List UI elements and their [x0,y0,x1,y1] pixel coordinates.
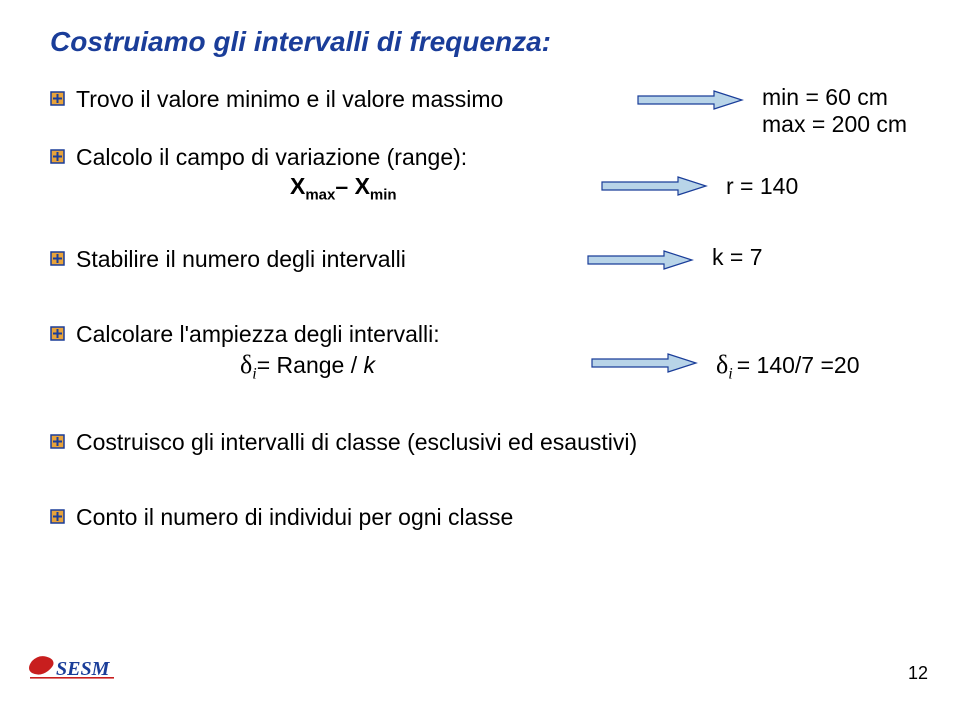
range-label: Calcolo il campo di variazione (range): [76,142,467,173]
ampiezza-delta: δ [240,350,252,379]
ampiezza-res-rest: = 140/7 =20 [737,352,860,378]
bullet-icon [50,91,66,112]
arrow-icon [586,250,696,270]
page-number: 12 [908,663,928,684]
row-range-label: Calcolo il campo di variazione (range): [50,142,920,173]
range-formula: Xmax– Xmin [290,173,580,204]
ampiezza-k: k [364,352,376,378]
range-sub2: min [370,187,397,204]
bullet-icon [50,434,66,455]
ampiezza-label: Calcolare l'ampiezza degli intervalli: [76,319,440,350]
logo-text: SESM [56,658,111,680]
row-costruisco: Costruisco gli intervalli di classe (esc… [50,427,920,458]
ampiezza-eq: = Range / [257,352,364,378]
arrow-icon [600,176,710,196]
row-conto: Conto il numero di individui per ogni cl… [50,502,920,533]
stabilire-result: k = 7 [712,244,763,271]
ampiezza-formula: δi= Range / k [240,350,570,384]
bullet-icon [50,509,66,530]
costruisco: Costruisco gli intervalli di classe (esc… [76,427,637,458]
row-ampiezza-formula: δi= Range / k δi = 140/7 =20 [50,350,920,384]
logo: SESM [26,649,116,692]
arrow-icon [636,90,746,110]
minmax-res2: max = 200 cm [762,111,907,138]
range-sub1: max [305,187,335,204]
logo-icon: SESM [26,649,116,687]
bullet-icon [50,326,66,347]
range-dash: – [335,173,354,199]
row-ampiezza-label: Calcolare l'ampiezza degli intervalli: [50,319,920,350]
minmax-result: min = 60 cm max = 200 cm [762,84,907,138]
row-range-formula: Xmax– Xmin r = 140 [50,173,920,204]
ampiezza-res-delta: δ [716,350,728,379]
slide-title: Costruiamo gli intervalli di frequenza: [50,26,920,58]
range-x2: X [355,173,370,199]
ampiezza-result: δi = 140/7 =20 [716,350,860,384]
bullet-icon [50,149,66,170]
ampiezza-res-sub: i [728,365,736,382]
minmax-intro: Trovo il valore minimo e il valore massi… [76,84,616,115]
range-result: r = 140 [726,173,798,200]
minmax-res1: min = 60 cm [762,84,907,111]
slide-root: Costruiamo gli intervalli di frequenza: … [0,0,960,710]
arrow-icon [590,353,700,373]
range-x1: X [290,173,305,199]
row-minmax: Trovo il valore minimo e il valore massi… [50,84,920,138]
stabilire: Stabilire il numero degli intervalli [76,244,566,275]
bullet-icon [50,251,66,272]
conto: Conto il numero di individui per ogni cl… [76,502,513,533]
row-stabilire: Stabilire il numero degli intervalli k =… [50,244,920,275]
